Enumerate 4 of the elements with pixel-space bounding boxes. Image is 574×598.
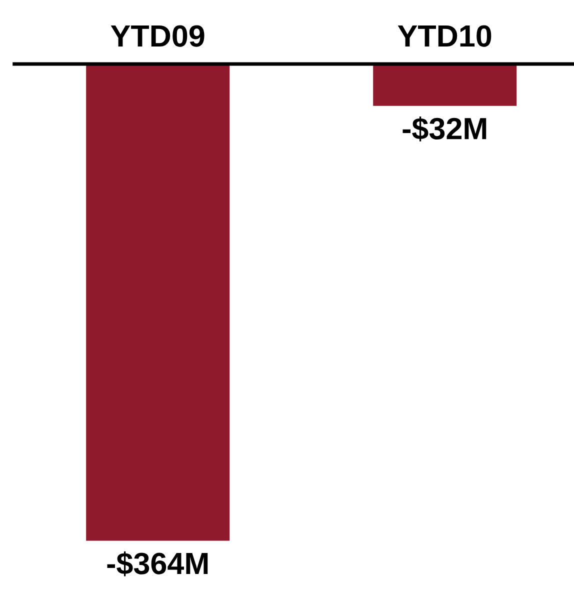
data-label: -$32M xyxy=(402,116,486,142)
data-label: -$364M xyxy=(107,551,208,576)
x-tick-label: YTD09 xyxy=(110,25,204,47)
x-tick-label: YTD10 xyxy=(398,25,492,47)
